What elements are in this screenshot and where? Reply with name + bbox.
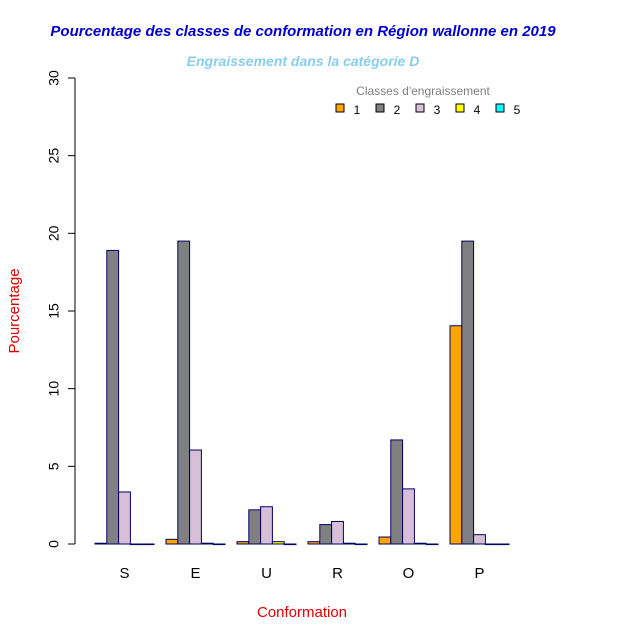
bar-O-2 xyxy=(390,439,404,545)
bar-S-4 xyxy=(129,543,143,546)
legend-swatch-4 xyxy=(455,103,465,113)
bar-E-4 xyxy=(200,542,214,545)
bar-R-2 xyxy=(319,524,333,545)
y-axis-label: Pourcentage xyxy=(6,268,23,353)
bar-U-1 xyxy=(236,541,250,545)
bar-P-1 xyxy=(449,325,463,545)
chart-subtitle: Engraissement dans la catégorie D xyxy=(187,53,420,69)
bar-P-5 xyxy=(496,543,510,546)
bar-E-5 xyxy=(212,543,226,546)
bar-P-4 xyxy=(484,543,498,546)
x-tick-label: P xyxy=(474,565,484,582)
y-tick-label: 0 xyxy=(46,540,62,548)
bar-S-3 xyxy=(118,491,131,545)
bar-E-3 xyxy=(189,449,202,545)
y-tick-label: 25 xyxy=(46,148,62,164)
x-tick-label: U xyxy=(261,565,272,582)
legend-swatch-1 xyxy=(335,103,345,113)
bar-U-3 xyxy=(260,506,273,545)
bar-U-2 xyxy=(248,509,262,545)
legend-title: Classes d'engraissement xyxy=(356,84,490,98)
legend-swatch-3 xyxy=(415,103,425,113)
bar-U-4 xyxy=(271,541,285,545)
bar-R-4 xyxy=(342,542,356,545)
chart-title: Pourcentage des classes de conformation … xyxy=(50,23,556,40)
bar-R-3 xyxy=(331,520,344,545)
x-tick-label: E xyxy=(190,565,200,582)
y-tick-label: 20 xyxy=(46,225,62,241)
legend-label: 1 xyxy=(354,103,361,117)
legend-label: 5 xyxy=(514,103,521,117)
y-tick-label: 5 xyxy=(46,462,62,470)
x-axis-label: Conformation xyxy=(257,604,347,621)
bar-S-2 xyxy=(106,249,120,545)
bar-O-3 xyxy=(402,488,415,545)
y-tick-label: 15 xyxy=(46,303,62,319)
bar-P-2 xyxy=(461,240,475,545)
bar-S-5 xyxy=(141,543,155,546)
bar-U-5 xyxy=(283,543,297,546)
bar-O-4 xyxy=(413,542,427,545)
bar-P-3 xyxy=(473,534,486,545)
bar-S-1 xyxy=(94,542,108,545)
legend-label: 2 xyxy=(394,103,401,117)
y-tick-label: 30 xyxy=(46,70,62,86)
x-tick-label: O xyxy=(403,565,415,582)
legend-label: 4 xyxy=(474,103,481,117)
bar-O-1 xyxy=(378,536,392,545)
legend-swatch-2 xyxy=(375,103,385,113)
bar-E-2 xyxy=(177,240,191,545)
bar-R-1 xyxy=(307,541,321,545)
y-tick-label: 10 xyxy=(46,381,62,397)
x-tick-label: S xyxy=(119,565,129,582)
legend-label: 3 xyxy=(434,103,441,117)
bar-E-1 xyxy=(165,538,179,545)
bar-O-5 xyxy=(425,543,439,546)
x-tick-label: R xyxy=(332,565,343,582)
legend-swatch-5 xyxy=(495,103,505,113)
bar-R-5 xyxy=(354,543,368,546)
